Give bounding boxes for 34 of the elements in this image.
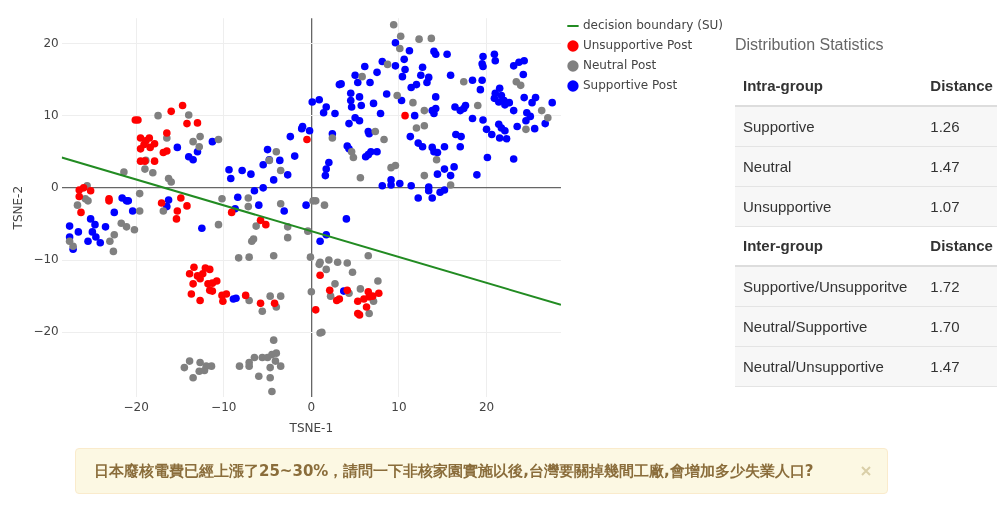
text: 1.47 bbox=[929, 156, 961, 177]
legend-label: decision boundary (SU) bbox=[582, 18, 724, 33]
text: Neutral/Supportive bbox=[742, 316, 869, 337]
legend-label: Neutral Post bbox=[582, 58, 657, 73]
x-axis-title: TSNE-1 bbox=[288, 420, 334, 435]
y-axis-title: TSNE-2 bbox=[11, 185, 26, 231]
y-tick-label: 0 bbox=[51, 179, 59, 194]
text: Inter-group bbox=[742, 236, 824, 257]
text: 1.07 bbox=[929, 196, 961, 217]
x-tick-label: 0 bbox=[307, 399, 316, 414]
legend-label: Unsupportive Post bbox=[582, 38, 693, 53]
text: 1.70 bbox=[929, 316, 961, 337]
x-tick-label: −10 bbox=[211, 399, 237, 414]
text: 1.72 bbox=[929, 276, 961, 297]
text: Distribution Statistics bbox=[735, 36, 885, 54]
text: 1.26 bbox=[929, 116, 961, 137]
legend-label: Supportive Post bbox=[582, 78, 678, 93]
x-tick-label: −20 bbox=[123, 399, 149, 414]
y-tick-label: −20 bbox=[33, 324, 59, 339]
x-tick-label: 20 bbox=[478, 399, 495, 414]
text: Intra-group bbox=[742, 76, 824, 96]
text: Neutral bbox=[742, 156, 793, 177]
text: 1.47 bbox=[929, 356, 961, 377]
text: Supportive bbox=[742, 116, 816, 137]
text: Unsupportive bbox=[742, 196, 833, 217]
text: 日本廢核電費已經上漲了25~30%，請問一下非核家園實施以後,台灣要關掉幾間工廠,會增加多少失業人口? bbox=[94, 461, 815, 481]
y-tick-label: −10 bbox=[33, 252, 59, 267]
text: Neutral/Unsupportive bbox=[742, 356, 885, 377]
text: Distance bbox=[929, 236, 994, 257]
y-tick-label: 20 bbox=[43, 35, 59, 50]
y-tick-label: 10 bbox=[43, 107, 59, 122]
text: Distance bbox=[929, 76, 994, 96]
x-tick-label: 10 bbox=[391, 399, 407, 414]
text: Supportive/Unsupporitve bbox=[742, 276, 909, 297]
